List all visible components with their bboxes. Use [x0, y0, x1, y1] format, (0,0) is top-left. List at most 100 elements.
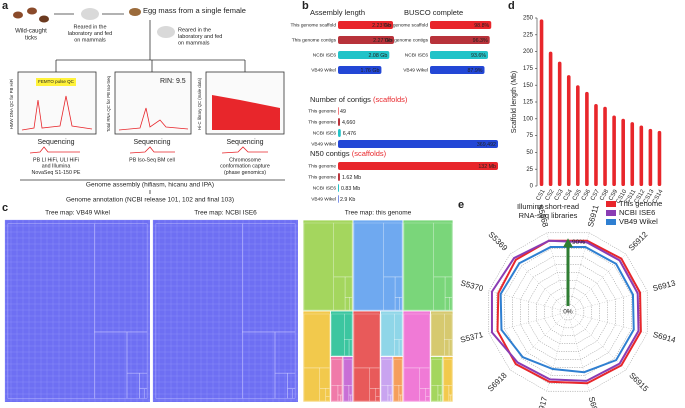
bar — [338, 140, 498, 148]
chart-title: RNA-seq libraries — [519, 211, 578, 220]
spoke — [567, 253, 627, 313]
rabbit-icon — [157, 26, 175, 38]
y-tick-label: 50 — [526, 150, 533, 156]
bar — [594, 104, 598, 186]
bar — [603, 106, 607, 186]
bar — [338, 173, 340, 181]
y-tick-label: 100 — [523, 116, 534, 122]
tick-icon — [13, 11, 23, 19]
treemap-title: Tree map: VB49 Wikel — [45, 210, 110, 217]
category-label: VB49 Wikel — [311, 196, 336, 202]
value-label: 93.6% — [471, 53, 486, 59]
y-tick-label: 150 — [523, 83, 534, 89]
x-tick-label: CS6 — [581, 188, 592, 202]
axis-label: S6911 — [586, 203, 601, 228]
axis-label: S6914 — [652, 330, 677, 345]
category-label: VB49 Wikel — [403, 67, 428, 73]
label: Genome annotation (NCBI release 101, 102… — [66, 197, 234, 204]
series-line — [499, 246, 635, 374]
label: PB LI HiFi, ULI HiFi — [33, 157, 79, 163]
axis-label: S6916 — [587, 396, 602, 408]
category-label: This genome scaffold — [290, 22, 336, 28]
value-label: 0.83 Mb — [341, 186, 360, 192]
qc-plot — [114, 71, 192, 135]
chart-title: BUSCO complete — [404, 8, 463, 17]
treemap-tile — [449, 297, 453, 311]
treemap-tile — [425, 396, 430, 402]
label: Sequencing — [227, 139, 264, 146]
bar — [338, 195, 339, 203]
bar — [648, 128, 653, 186]
treemap-tile — [380, 310, 404, 357]
x-tick-label: CS5 — [572, 188, 583, 202]
series-line — [490, 239, 640, 382]
axis-label: S6912 — [627, 230, 650, 253]
label: Reared in the — [178, 27, 211, 33]
treemap-tile — [442, 356, 454, 403]
bar — [430, 51, 489, 59]
treemap-tile — [291, 388, 296, 399]
grid-ring — [520, 264, 616, 360]
axis-label: Total RNA QC for PB Iso-Seq — [106, 75, 111, 131]
y-tick-label: 250 — [523, 16, 534, 22]
tick-icon — [27, 7, 37, 15]
axis-label: HMW DNA QC for PB HiFi — [9, 79, 14, 129]
trace — [29, 146, 80, 154]
treemap-tile — [143, 388, 148, 399]
tick-icon — [39, 15, 49, 23]
value-label: 49 — [340, 109, 346, 115]
axis-label: Hi-C library QC (male data) — [197, 77, 202, 130]
title-suffix: (scaffolds) — [373, 95, 408, 104]
legend-swatch — [606, 219, 616, 225]
label: NovaSeq S1-150 PE — [32, 170, 81, 176]
axis-label: S6915 — [627, 371, 650, 394]
treemap-tile — [350, 394, 353, 402]
label: on mammals — [178, 40, 210, 46]
value-label: 87.9% — [467, 68, 482, 74]
x-tick-label: CS3 — [554, 188, 565, 202]
legend-label: NCBI ISE6 — [619, 208, 655, 217]
label: on mammals — [74, 37, 106, 43]
treemap-tile — [348, 339, 353, 356]
bar — [430, 21, 492, 29]
y-axis-label: Scaffold length (Mb) — [511, 71, 518, 134]
panel-label: c — [2, 202, 8, 214]
axis-label: S6918 — [486, 370, 509, 393]
bar — [585, 91, 589, 186]
title: Assembly length — [310, 8, 365, 17]
y-tick-label: 225 — [523, 32, 534, 38]
bar — [657, 130, 662, 186]
label: Genome assembly (hifiasm, hicanu and IPA… — [86, 182, 214, 189]
legend-swatch — [606, 210, 616, 216]
value-label: 2.9 Kb — [340, 197, 355, 203]
spoke — [509, 311, 569, 371]
label: Reared in the — [73, 24, 106, 30]
treemap-tile — [349, 297, 353, 311]
label: Egg mass from a single female — [143, 6, 246, 15]
spoke — [546, 232, 569, 313]
bar — [338, 66, 382, 74]
category-label: This genome — [308, 174, 336, 180]
rabbit-icon — [81, 8, 99, 20]
treemap-tile — [440, 394, 443, 402]
value-label: 4,660 — [342, 120, 355, 126]
y-tick-label: 25 — [526, 167, 533, 173]
grid-ring — [488, 232, 648, 392]
title: BUSCO complete — [404, 8, 463, 17]
bar — [338, 36, 394, 44]
axis-label: S5370 — [460, 279, 485, 294]
panel-label: b — [302, 0, 309, 12]
legend-label: VB49 Wikel — [619, 217, 658, 226]
title-suffix: (scaffolds) — [352, 149, 387, 158]
panel-label: e — [458, 199, 464, 211]
panel-label: d — [508, 0, 515, 12]
value-label: 1.76 Gb — [361, 68, 380, 74]
x-tick-label: CS4 — [563, 188, 574, 202]
label: laboratory and fed — [178, 34, 222, 40]
category-label: VB49 Wikel — [311, 141, 336, 147]
panel-label: a — [2, 0, 9, 12]
grid-ring — [512, 256, 624, 368]
treemap-tile — [450, 394, 453, 402]
treemap-tile — [325, 396, 330, 402]
